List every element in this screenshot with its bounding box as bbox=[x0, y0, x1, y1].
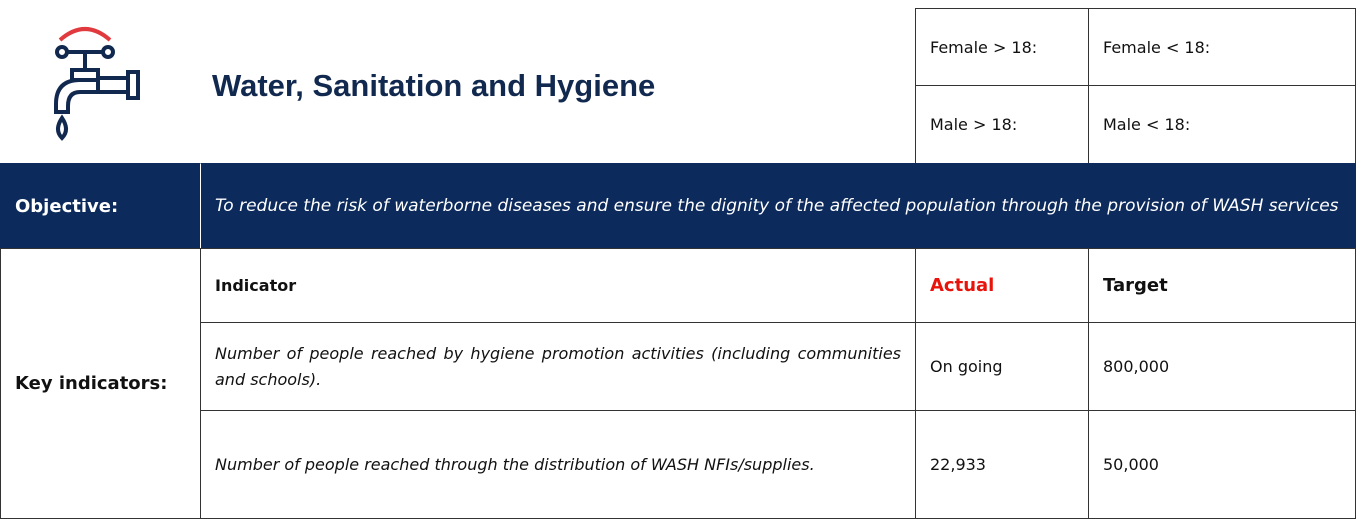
title: Water, Sanitation and Hygiene bbox=[212, 68, 656, 103]
column-header: Indicator bbox=[200, 248, 916, 323]
field: Female < 18: bbox=[1088, 8, 1356, 86]
field: Female > 18: bbox=[915, 8, 1089, 86]
column-header: Actual bbox=[915, 248, 1089, 323]
actual: 22,933 bbox=[915, 410, 1089, 519]
field: Male > 18: bbox=[915, 85, 1089, 164]
target: 50,000 bbox=[1088, 410, 1356, 519]
actual: On going bbox=[915, 322, 1089, 411]
objective-label: Objective: bbox=[0, 163, 201, 249]
objective-text: To reduce the risk of waterborne disease… bbox=[200, 163, 1356, 249]
target: 800,000 bbox=[1088, 322, 1356, 411]
indicators-label: Key indicators: bbox=[0, 248, 201, 519]
faucet-icon bbox=[54, 27, 140, 141]
field: Male < 18: bbox=[1088, 85, 1356, 164]
column-header: Target bbox=[1088, 248, 1356, 323]
indicator-text: Number of people reached through the dis… bbox=[200, 410, 916, 519]
indicator-text: Number of people reached by hygiene prom… bbox=[200, 322, 916, 411]
